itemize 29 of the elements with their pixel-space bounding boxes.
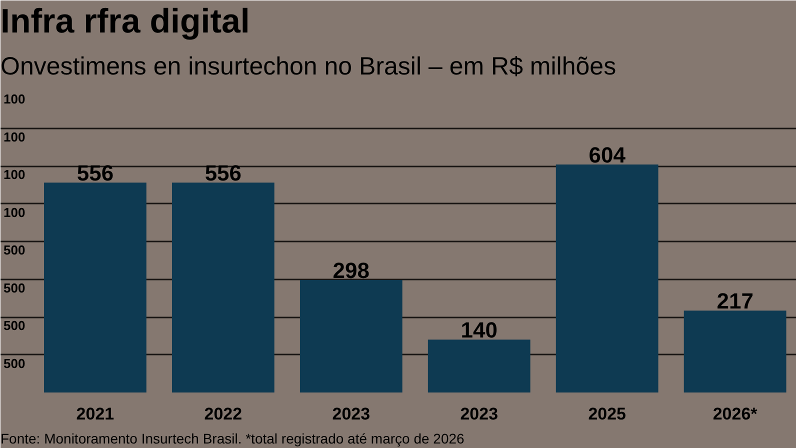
data-label: 604 xyxy=(588,142,626,168)
annotation: 500 xyxy=(4,280,26,296)
x-tick-label: 2025 xyxy=(588,404,626,424)
data-label: 217 xyxy=(716,288,754,314)
data-label: 556 xyxy=(204,160,242,186)
x-tick-label: 2022 xyxy=(204,404,242,424)
bar xyxy=(172,182,274,392)
x-tick-label: 2021 xyxy=(76,404,114,424)
annotation: 500 xyxy=(4,318,26,333)
data-label: 140 xyxy=(460,318,498,343)
bar xyxy=(684,310,786,392)
annotation: 100 xyxy=(4,167,26,182)
bar xyxy=(44,182,146,392)
chart-subtitle: Onvestimens en insurtechon no Brasil – em R$ milhões xyxy=(0,52,616,80)
annotation: 100 xyxy=(4,129,26,144)
x-tick-label: 2023 xyxy=(460,404,498,424)
chart-title: Infra rfra digital xyxy=(0,2,250,40)
annotation: 100 xyxy=(4,204,26,220)
bar xyxy=(556,164,658,392)
data-label: 556 xyxy=(76,160,114,186)
data-label: 298 xyxy=(332,258,370,284)
x-tick-label: 2023 xyxy=(332,404,370,424)
annotation: 500 xyxy=(4,356,26,371)
bar xyxy=(300,280,402,392)
bar xyxy=(428,340,530,392)
annotation: 100 xyxy=(4,92,26,106)
x-tick-label: 2026* xyxy=(712,404,758,424)
annotation: 500 xyxy=(4,242,26,258)
source-note: Fonte: Monitoramento Insurtech Brasil. *total registrado até março de 2026 xyxy=(0,430,465,446)
